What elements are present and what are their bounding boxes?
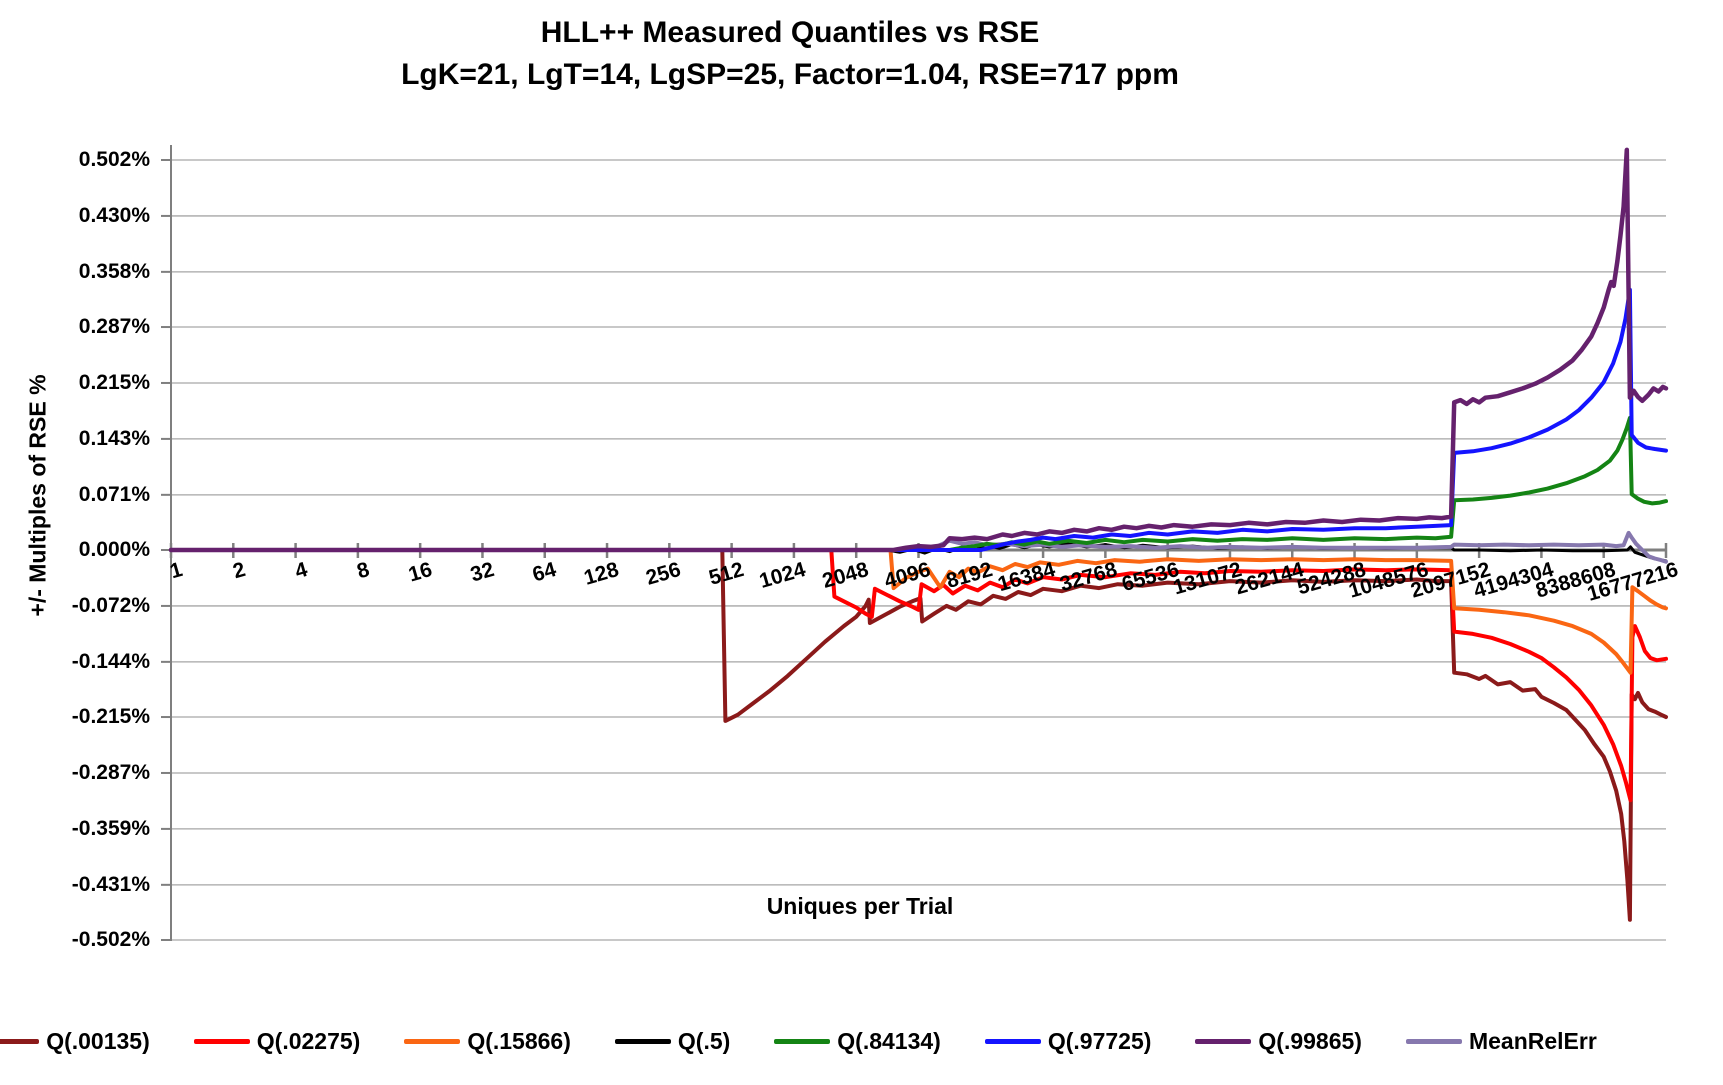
legend-swatch-icon bbox=[1405, 1039, 1462, 1044]
series-line-q97725 bbox=[169, 287, 1668, 552]
legend-item: MeanRelErr bbox=[1405, 1028, 1597, 1055]
y-tick-label: -0.502% bbox=[71, 928, 150, 951]
legend-item: Q(.00135) bbox=[0, 1028, 150, 1055]
legend-label: Q(.99865) bbox=[1258, 1028, 1362, 1054]
legend-item: Q(.15866) bbox=[404, 1028, 571, 1055]
y-tick-label: 0.143% bbox=[78, 426, 150, 450]
y-tick-label: 0.430% bbox=[78, 203, 150, 227]
legend-label: Q(.84134) bbox=[837, 1028, 941, 1054]
legend-item: Q(.84134) bbox=[774, 1028, 941, 1055]
y-tick-label: 0.215% bbox=[78, 370, 150, 394]
chart-legend: Q(.00135) Q(.02275) Q(.15866) Q(.5) Q(.84134… bbox=[0, 1028, 1597, 1055]
series-line-q02275 bbox=[169, 548, 1668, 803]
legend-swatch-icon bbox=[0, 1039, 40, 1044]
y-tick-label: 0.502% bbox=[78, 148, 150, 171]
legend-item: Q(.02275) bbox=[193, 1028, 361, 1055]
legend-label: Q(.5) bbox=[677, 1028, 731, 1054]
legend-swatch-icon bbox=[774, 1039, 831, 1044]
chart-title: HLL++ Measured Quantiles vs RSE bbox=[540, 16, 1040, 49]
legend-item: Q(.5) bbox=[614, 1028, 731, 1055]
legend-swatch-icon bbox=[614, 1039, 671, 1044]
y-tick-label: -0.287% bbox=[71, 760, 150, 784]
y-tick-label: 0.071% bbox=[78, 482, 150, 506]
legend-swatch-icon bbox=[404, 1039, 461, 1044]
legend-swatch-icon bbox=[1195, 1039, 1252, 1044]
legend-label: Q(.97725) bbox=[1047, 1028, 1152, 1054]
legend-label: Q(.00135) bbox=[46, 1028, 150, 1054]
y-axis-title: +/- Multiples of RSE % bbox=[24, 374, 51, 617]
legend-swatch-icon bbox=[193, 1039, 250, 1044]
legend-label: Q(.15866) bbox=[467, 1028, 571, 1054]
series-line-q00135 bbox=[169, 548, 1668, 922]
series-line-q15866 bbox=[169, 548, 1668, 675]
y-tick-label: 0.358% bbox=[78, 259, 150, 283]
y-tick-label: -0.072% bbox=[71, 593, 150, 617]
x-axis-title: Uniques per Trial bbox=[766, 893, 954, 919]
legend-label: Q(.02275) bbox=[256, 1028, 361, 1054]
legend-item: Q(.99865) bbox=[1195, 1028, 1362, 1055]
series-line-q84134 bbox=[169, 415, 1668, 552]
y-tick-label: -0.215% bbox=[71, 705, 150, 729]
legend-item: Q(.97725) bbox=[984, 1028, 1152, 1055]
y-tick-label: -0.144% bbox=[71, 649, 150, 673]
y-tick-label: 0.000% bbox=[78, 538, 150, 561]
y-tick-label: 0.287% bbox=[78, 315, 150, 339]
chart-subtitle: LgK=21, LgT=14, LgSP=25, Factor=1.04, RS… bbox=[401, 58, 1179, 91]
y-tick-label: -0.431% bbox=[71, 872, 150, 896]
series-line-q99865 bbox=[168, 147, 1669, 553]
legend-swatch-icon bbox=[984, 1039, 1041, 1044]
chart-title-block: HLL++ Measured Quantiles vs RSE LgK=21, … bbox=[0, 12, 1580, 96]
y-tick-label: -0.359% bbox=[71, 816, 150, 840]
legend-label: MeanRelErr bbox=[1468, 1028, 1597, 1054]
